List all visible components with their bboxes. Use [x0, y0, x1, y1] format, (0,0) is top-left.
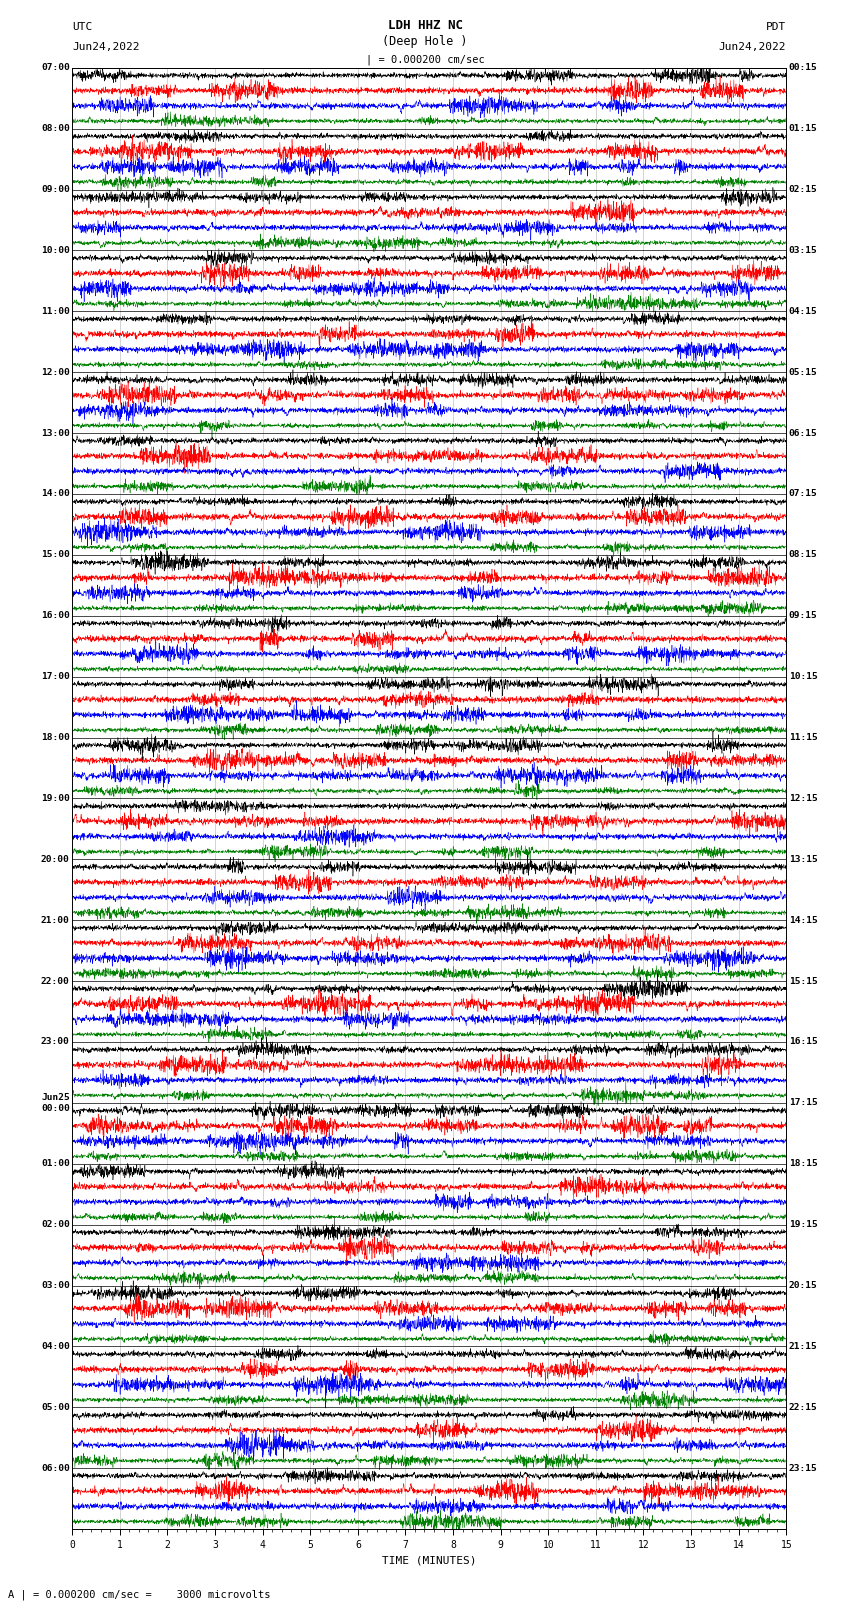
Text: 15:00: 15:00 [41, 550, 70, 560]
Text: Jun25
00:00: Jun25 00:00 [41, 1094, 70, 1113]
Text: 23:00: 23:00 [41, 1037, 70, 1047]
Text: 03:00: 03:00 [41, 1281, 70, 1290]
Text: 13:15: 13:15 [789, 855, 818, 865]
Text: 21:15: 21:15 [789, 1342, 818, 1352]
Text: 19:00: 19:00 [41, 794, 70, 803]
Text: 18:15: 18:15 [789, 1160, 818, 1168]
Text: 10:00: 10:00 [41, 245, 70, 255]
Text: 09:00: 09:00 [41, 185, 70, 194]
Text: PDT: PDT [766, 23, 786, 32]
Text: 00:15: 00:15 [789, 63, 818, 73]
Text: 12:00: 12:00 [41, 368, 70, 377]
Text: 02:15: 02:15 [789, 185, 818, 194]
Text: 20:00: 20:00 [41, 855, 70, 865]
X-axis label: TIME (MINUTES): TIME (MINUTES) [382, 1555, 477, 1565]
Text: (Deep Hole ): (Deep Hole ) [382, 35, 468, 48]
Text: 14:15: 14:15 [789, 916, 818, 924]
Text: 22:00: 22:00 [41, 976, 70, 986]
Text: 22:15: 22:15 [789, 1403, 818, 1411]
Text: 16:15: 16:15 [789, 1037, 818, 1047]
Text: | = 0.000200 cm/sec: | = 0.000200 cm/sec [366, 53, 484, 65]
Text: 16:00: 16:00 [41, 611, 70, 621]
Text: 09:15: 09:15 [789, 611, 818, 621]
Text: 08:15: 08:15 [789, 550, 818, 560]
Text: 11:00: 11:00 [41, 306, 70, 316]
Text: 20:15: 20:15 [789, 1281, 818, 1290]
Text: 04:00: 04:00 [41, 1342, 70, 1352]
Text: 03:15: 03:15 [789, 245, 818, 255]
Text: 21:00: 21:00 [41, 916, 70, 924]
Text: 04:15: 04:15 [789, 306, 818, 316]
Text: 19:15: 19:15 [789, 1219, 818, 1229]
Text: UTC: UTC [72, 23, 93, 32]
Text: 07:00: 07:00 [41, 63, 70, 73]
Text: Jun24,2022: Jun24,2022 [719, 42, 786, 52]
Text: 10:15: 10:15 [789, 673, 818, 681]
Text: 05:00: 05:00 [41, 1403, 70, 1411]
Text: 17:00: 17:00 [41, 673, 70, 681]
Text: 08:00: 08:00 [41, 124, 70, 134]
Text: 12:15: 12:15 [789, 794, 818, 803]
Text: Jun24,2022: Jun24,2022 [72, 42, 139, 52]
Text: 02:00: 02:00 [41, 1219, 70, 1229]
Text: 13:00: 13:00 [41, 429, 70, 437]
Text: 14:00: 14:00 [41, 489, 70, 498]
Text: 15:15: 15:15 [789, 976, 818, 986]
Text: 18:00: 18:00 [41, 732, 70, 742]
Text: 01:15: 01:15 [789, 124, 818, 134]
Text: 06:00: 06:00 [41, 1463, 70, 1473]
Text: 06:15: 06:15 [789, 429, 818, 437]
Text: 07:15: 07:15 [789, 489, 818, 498]
Text: LDH HHZ NC: LDH HHZ NC [388, 19, 462, 32]
Text: 17:15: 17:15 [789, 1098, 818, 1108]
Text: 11:15: 11:15 [789, 732, 818, 742]
Text: 05:15: 05:15 [789, 368, 818, 377]
Text: 23:15: 23:15 [789, 1463, 818, 1473]
Text: 01:00: 01:00 [41, 1160, 70, 1168]
Text: A | = 0.000200 cm/sec =    3000 microvolts: A | = 0.000200 cm/sec = 3000 microvolts [8, 1589, 271, 1600]
